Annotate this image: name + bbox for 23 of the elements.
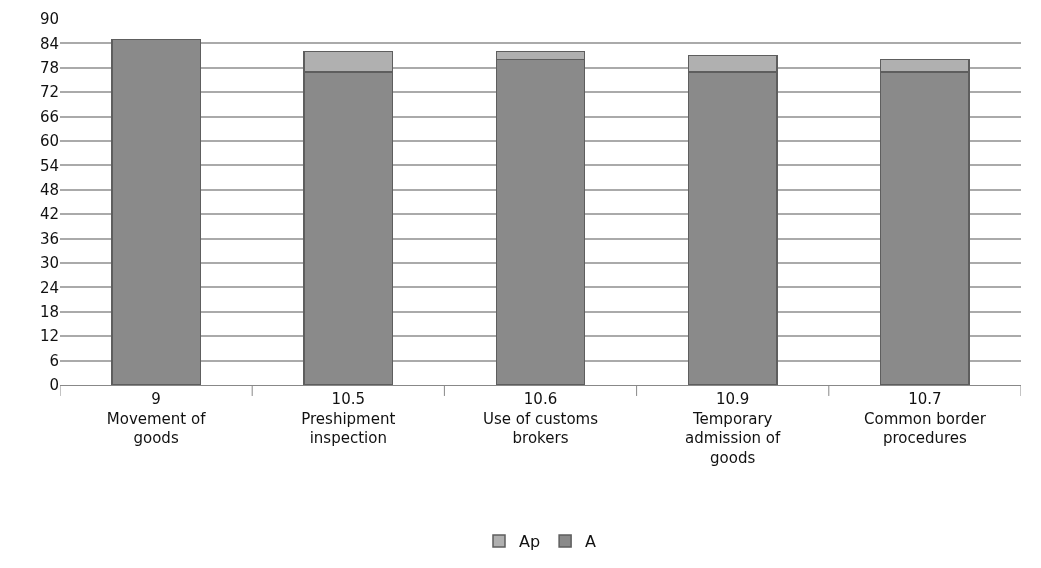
y-tick-label: 84 [39, 34, 59, 53]
y-tick-label: 30 [39, 254, 59, 273]
y-tick-label: 18 [39, 303, 59, 322]
x-tick-label: 10.6 Use of customs brokers [482, 390, 599, 447]
x-tick-label: 9 Movement of goods [106, 390, 207, 447]
y-tick-label: 60 [39, 132, 59, 151]
y-tick-label: 90 [39, 10, 59, 29]
x-tick-label: 10.5 Preshipment inspection [301, 390, 396, 447]
y-tick-label: 54 [39, 156, 59, 175]
y-tick-label: 6 [49, 351, 59, 370]
y-tick-label: 24 [39, 278, 59, 297]
y-tick-label: 78 [39, 59, 59, 78]
y-tick-label: 12 [39, 327, 59, 346]
y-tick-label: 48 [39, 181, 59, 200]
y-tick-label: 72 [39, 83, 59, 102]
y-tick-label: 36 [39, 229, 59, 248]
x-tick-label: 10.9 Temporary admission of goods [685, 390, 782, 467]
legend-label: Ap [519, 532, 541, 552]
legend-label: A [585, 532, 597, 552]
y-tick-label: 42 [39, 205, 59, 224]
y-tick-label: 66 [39, 107, 59, 126]
x-tick-label: 10.7 Common border procedures [863, 390, 987, 447]
y-tick-label: 0 [49, 376, 59, 395]
